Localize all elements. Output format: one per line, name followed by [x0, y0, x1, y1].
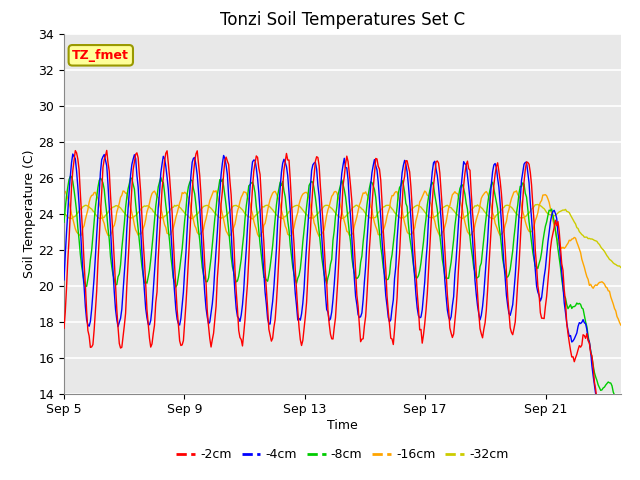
Text: TZ_fmet: TZ_fmet [72, 49, 129, 62]
X-axis label: Time: Time [327, 419, 358, 432]
Y-axis label: Soil Temperature (C): Soil Temperature (C) [22, 149, 36, 278]
Legend: -2cm, -4cm, -8cm, -16cm, -32cm: -2cm, -4cm, -8cm, -16cm, -32cm [172, 443, 513, 466]
Title: Tonzi Soil Temperatures Set C: Tonzi Soil Temperatures Set C [220, 11, 465, 29]
